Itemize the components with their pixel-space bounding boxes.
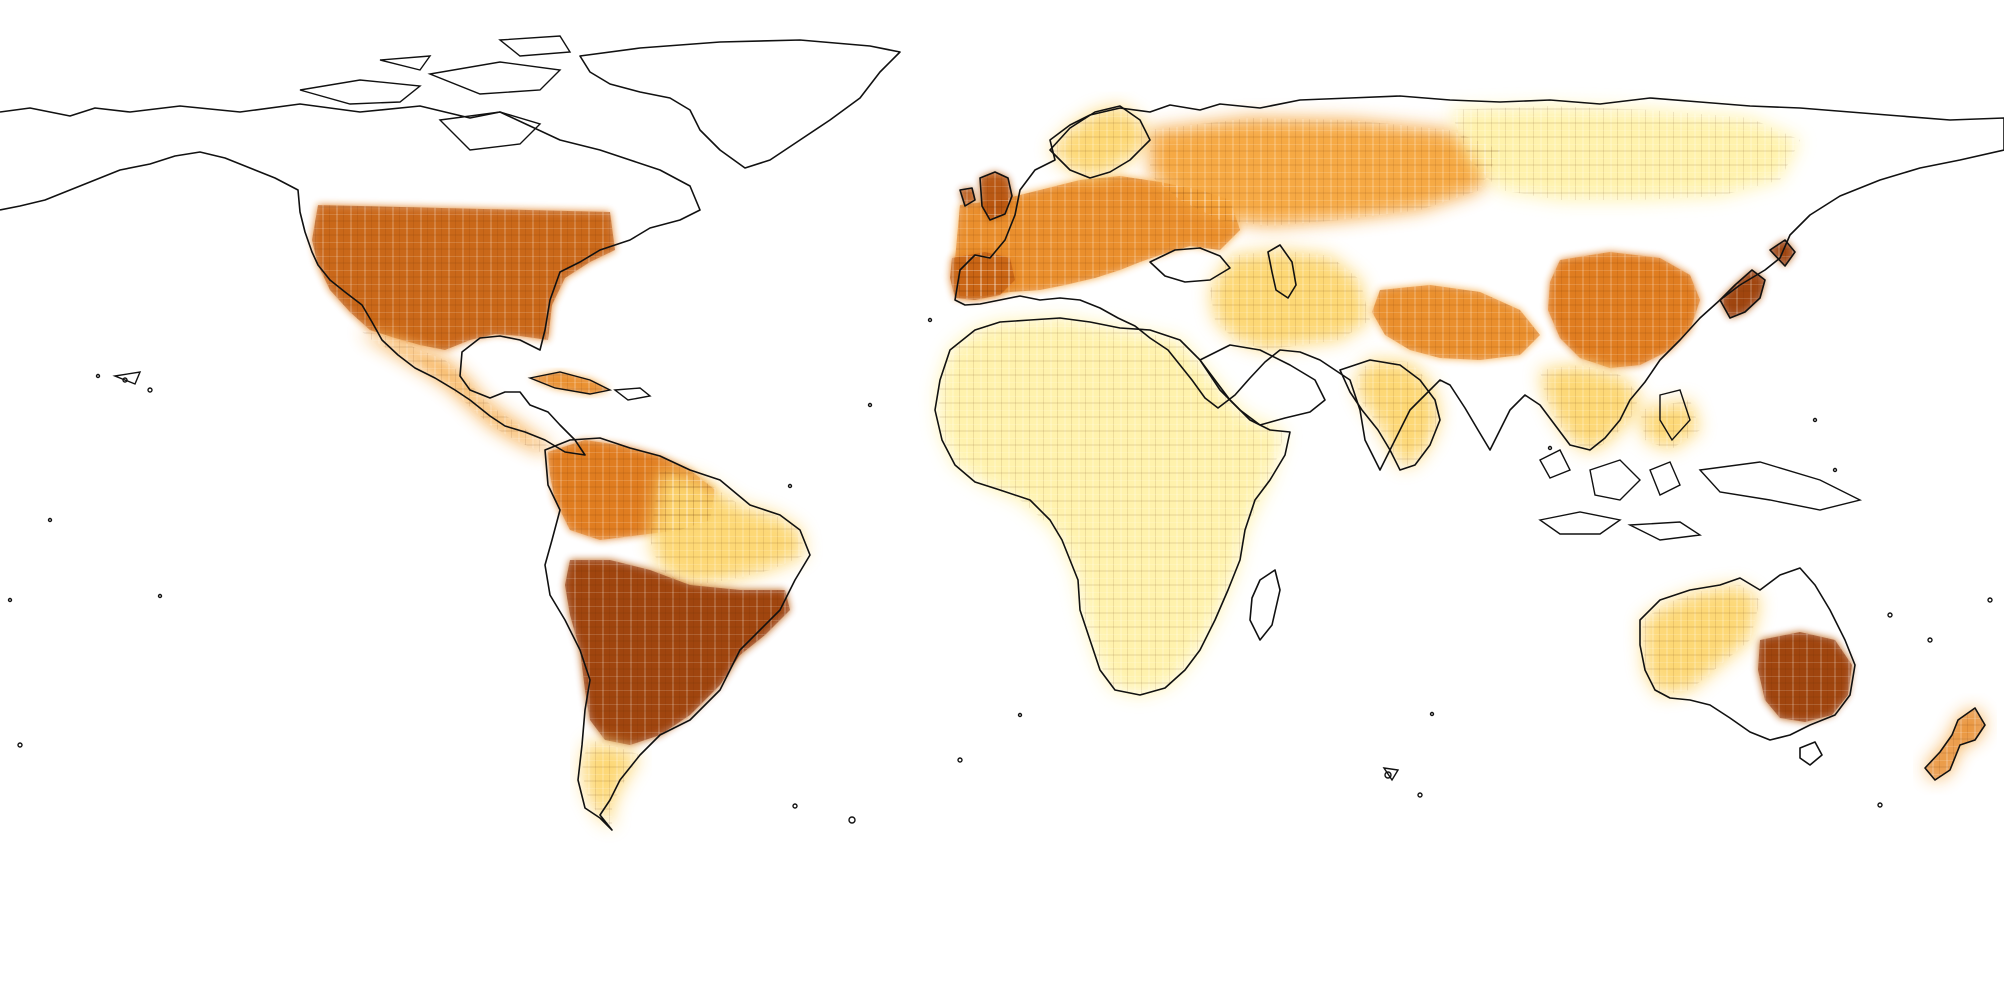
texture-british-isles	[960, 172, 1012, 220]
coast-caspian	[1267, 244, 1297, 299]
coast-britain	[959, 171, 1013, 221]
texture-africa	[938, 318, 1285, 695]
coastlines	[0, 35, 2004, 831]
coast-small-islands	[7, 317, 1993, 824]
coast-japan	[1719, 239, 1796, 319]
coast-africa	[934, 317, 1291, 696]
texture-europe	[955, 176, 1240, 296]
coast-australia	[1639, 567, 1856, 741]
texture-caribbean	[530, 372, 610, 394]
texture-brazil-interior	[650, 470, 805, 585]
texture-eastern-europe-russia	[1150, 118, 1500, 226]
coast-arctic-islands	[299, 35, 572, 151]
texture-patagonia	[582, 740, 640, 828]
texture-siberia	[1450, 106, 1800, 200]
texture-layer	[312, 106, 1985, 828]
coast-new-zealand	[1924, 707, 1986, 781]
coast-scandinavia	[1049, 105, 1151, 179]
coast-tasmania	[1799, 741, 1823, 766]
texture-southwest-australia	[1642, 585, 1760, 695]
texture-southeast-australia	[1758, 632, 1852, 722]
texture-india-south	[1355, 360, 1440, 468]
texture-southern-brazil-argentina	[565, 560, 790, 745]
texture-eastern-china	[1548, 252, 1700, 368]
coast-india	[1339, 359, 1441, 471]
texture-middle-east	[1210, 250, 1370, 350]
coast-se-asia-islands	[1538, 389, 1863, 541]
coast-madagascar	[1249, 569, 1281, 641]
texture-japan	[1720, 240, 1795, 318]
coast-south-america	[544, 437, 811, 831]
texture-scandinavia	[1050, 106, 1150, 178]
texture-new-zealand	[1925, 708, 1985, 780]
coast-eurasia	[954, 95, 2004, 471]
texture-contiguous-usa	[312, 205, 615, 350]
coast-greenland	[579, 39, 901, 169]
texture-northern-india	[1372, 285, 1540, 360]
coast-arabia	[1199, 344, 1326, 426]
coast-black-sea	[1149, 247, 1231, 283]
coast-caribbean	[527, 371, 652, 401]
texture-southeast-asia	[1540, 365, 1700, 452]
